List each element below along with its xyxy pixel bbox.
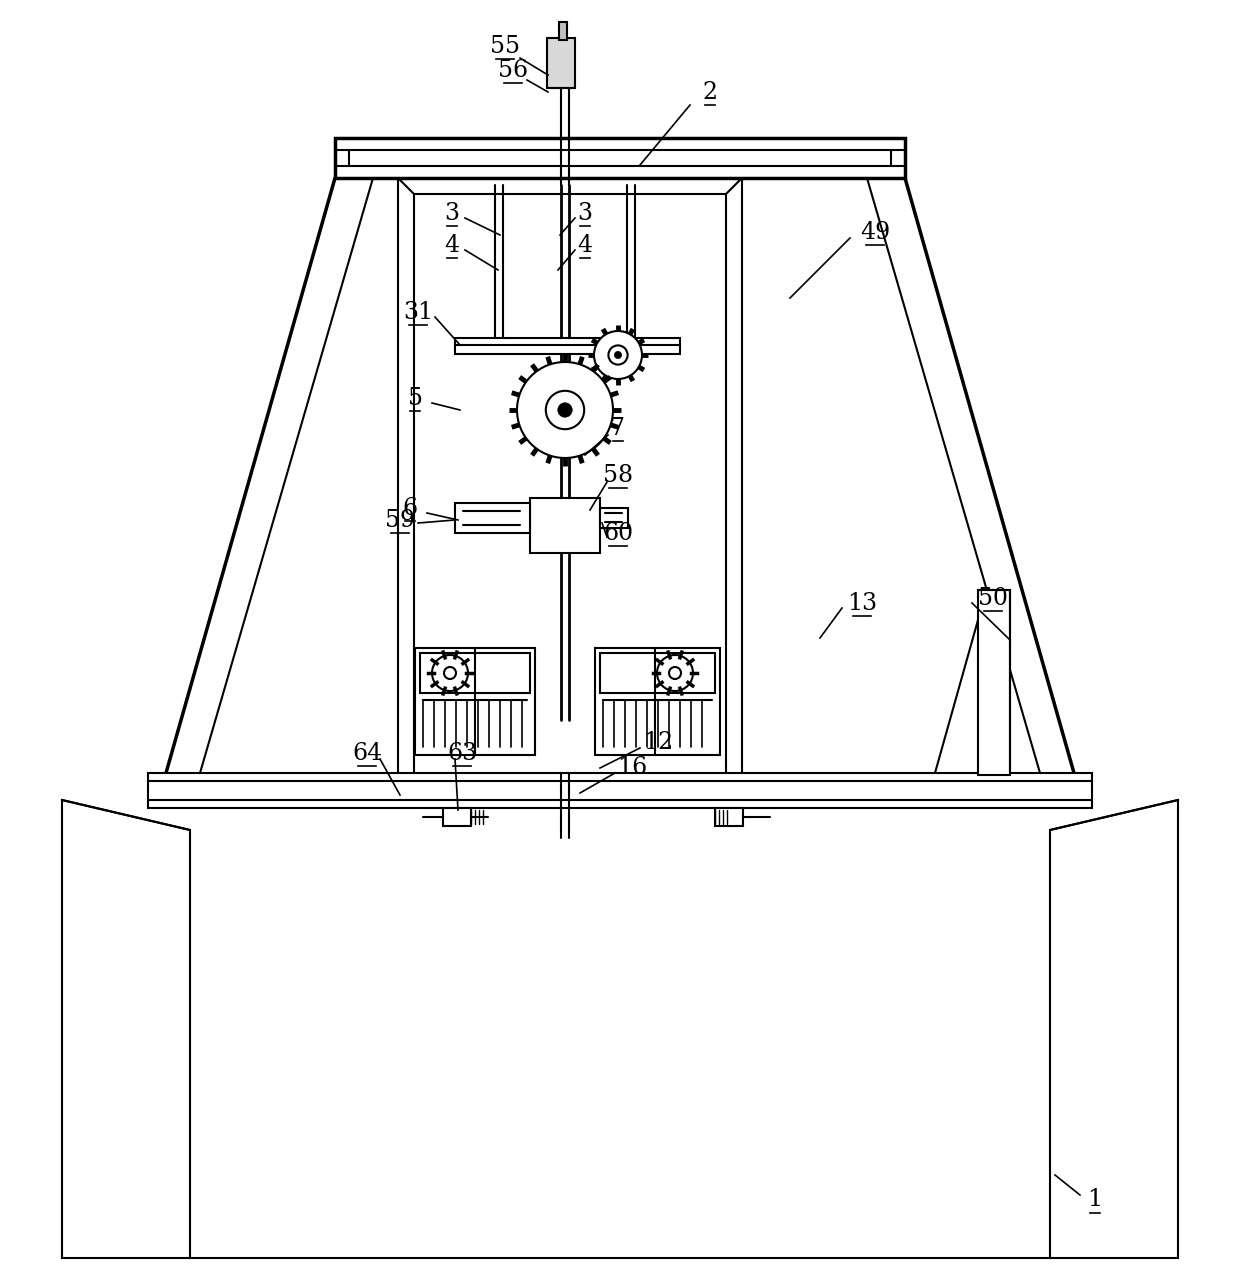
- Text: 16: 16: [616, 756, 647, 779]
- Text: 13: 13: [847, 592, 877, 615]
- Text: 4: 4: [444, 233, 460, 256]
- Circle shape: [594, 331, 642, 379]
- Text: 49: 49: [859, 220, 890, 243]
- Text: 58: 58: [603, 463, 634, 486]
- Text: 50: 50: [978, 587, 1008, 610]
- Circle shape: [517, 362, 613, 458]
- Bar: [715, 808, 743, 826]
- Text: 63: 63: [446, 741, 477, 765]
- Circle shape: [609, 345, 627, 364]
- Bar: [600, 653, 715, 693]
- Bar: [547, 38, 575, 88]
- Bar: [529, 498, 600, 552]
- Bar: [415, 648, 534, 755]
- Text: 56: 56: [498, 59, 528, 81]
- Circle shape: [546, 391, 584, 429]
- Circle shape: [670, 667, 681, 679]
- Text: 55: 55: [490, 34, 520, 57]
- Text: 7: 7: [610, 416, 625, 439]
- Bar: [148, 773, 1092, 808]
- Circle shape: [657, 656, 693, 691]
- Polygon shape: [1050, 799, 1178, 1258]
- Bar: [455, 503, 529, 533]
- Text: 3: 3: [444, 201, 460, 224]
- Text: 59: 59: [384, 508, 415, 532]
- Bar: [455, 339, 680, 354]
- Text: 5: 5: [408, 387, 423, 410]
- Bar: [559, 22, 567, 39]
- Text: 2: 2: [702, 80, 718, 103]
- Text: 1: 1: [1087, 1189, 1102, 1212]
- Polygon shape: [62, 799, 190, 1258]
- Circle shape: [614, 351, 621, 359]
- Text: 12: 12: [642, 731, 673, 754]
- Bar: [420, 653, 529, 693]
- Circle shape: [432, 656, 467, 691]
- Text: 3: 3: [578, 201, 593, 224]
- Text: 6: 6: [403, 496, 418, 519]
- Text: 4: 4: [578, 233, 593, 256]
- Text: 60: 60: [603, 522, 634, 545]
- Text: 64: 64: [352, 741, 382, 765]
- Bar: [595, 648, 720, 755]
- Bar: [978, 589, 1011, 775]
- Bar: [335, 137, 905, 178]
- Text: 31: 31: [403, 300, 433, 323]
- Circle shape: [444, 667, 456, 679]
- Bar: [600, 508, 627, 528]
- Bar: [443, 808, 471, 826]
- Circle shape: [558, 402, 572, 418]
